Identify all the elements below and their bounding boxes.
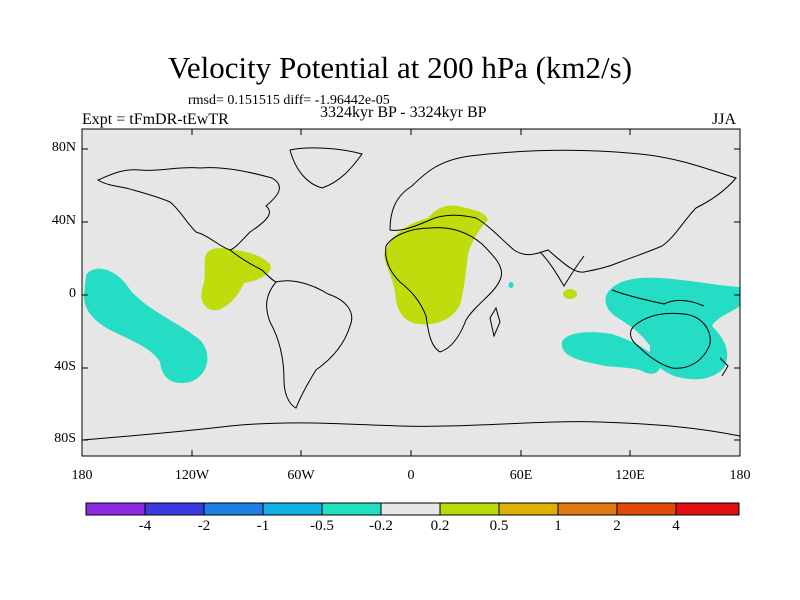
coast-india: [539, 251, 585, 287]
colorbar-bin-10: [617, 503, 676, 515]
coast-new-zealand: [719, 357, 729, 377]
colorbar-bin-4: [263, 503, 322, 515]
lon-label-120w: 120W: [174, 468, 210, 483]
colorbar-label: 4: [672, 518, 680, 534]
period-label: 3324kyr BP - 3324kyr BP: [320, 104, 487, 121]
lat-label-0: 0: [69, 286, 76, 301]
map-title: Velocity Potential at 200 hPa (km2/s): [167, 50, 633, 85]
colorbar-label: -0.5: [310, 518, 334, 534]
indian-ocean-small-positive: [563, 289, 577, 299]
anomaly-shading: [84, 205, 740, 384]
season-label: JJA: [712, 111, 737, 128]
coast-greenland: [289, 147, 363, 189]
colorbar-bin-6: [381, 503, 440, 515]
colorbar-bin-8: [499, 503, 558, 515]
coast-south-america: [266, 280, 353, 409]
lat-label-40s: 40S: [54, 359, 76, 374]
lon-label-180e: 180: [729, 468, 751, 483]
experiment-label: Expt = tFmDR-tEwTR: [82, 111, 229, 128]
coast-australia: [630, 312, 711, 369]
lat-label-80s: 80S: [54, 431, 76, 446]
coast-antarctica: [81, 421, 741, 441]
colorbar-bin-2: [145, 503, 204, 515]
colorbar-bin-3: [204, 503, 263, 515]
central-america-positive: [201, 248, 271, 311]
south-indian-ocean-negative: [561, 332, 661, 374]
colorbar-label: 1: [554, 518, 562, 534]
colorbar-bin-9: [558, 503, 617, 515]
coast-central-america: [229, 249, 277, 283]
colorbar-label: 0.5: [489, 518, 509, 534]
colorbar-bin-7: [440, 503, 499, 515]
colorbar-label: 2: [613, 518, 621, 534]
lat-label-80n: 80N: [51, 140, 76, 155]
stats-text: rmsd= 0.151515 diff= -1.96442e-05: [188, 93, 390, 108]
colorbar-label: -1: [256, 518, 270, 534]
lon-label-180w: 180: [71, 468, 93, 483]
coast-north-america: [96, 167, 280, 251]
lon-label-120e: 120E: [615, 468, 645, 483]
colorbar-label: -2: [197, 518, 211, 534]
lon-label-0: 0: [407, 468, 415, 483]
equatorial-indian-ocean-small-negative: [508, 282, 514, 288]
colorbar-label: -4: [138, 518, 152, 534]
africa-mediterranean-positive: [384, 205, 488, 325]
colorbar-label: -0.2: [369, 518, 393, 534]
coast-madagascar: [489, 306, 501, 338]
lon-label-60w: 60W: [287, 468, 315, 483]
colorbar-bin-11: [676, 503, 739, 515]
lat-label-40n: 40N: [51, 213, 76, 228]
colorbar-bin-5: [322, 503, 381, 515]
colorbar-label: 0.2: [430, 518, 450, 534]
coastlines: [81, 147, 741, 441]
axis-ticks: [82, 129, 740, 456]
central-pacific-negative: [84, 268, 208, 384]
coast-eurasia: [389, 149, 737, 273]
coast-indonesia: [611, 289, 705, 307]
colorbar: [85, 502, 740, 516]
lon-label-60e: 60E: [509, 468, 533, 483]
coast-africa: [385, 227, 502, 353]
colorbar-bin-1: [86, 503, 145, 515]
maritime-continent-australia-negative: [605, 277, 740, 380]
